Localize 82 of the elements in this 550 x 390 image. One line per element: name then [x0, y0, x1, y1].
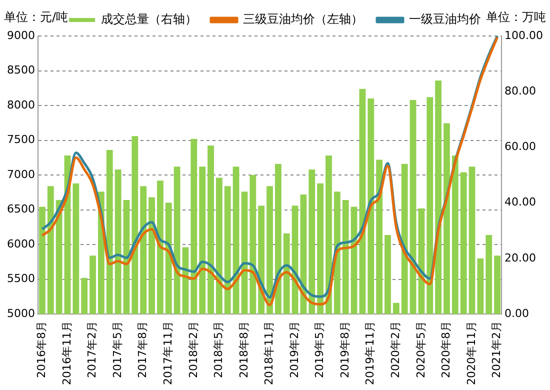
bar: [274, 164, 282, 314]
x-tick-label: 2019年2月: [288, 321, 301, 378]
x-tick-label: 2020年11月: [464, 321, 478, 386]
bar: [468, 166, 476, 314]
y-tick-label: 9000: [6, 28, 35, 42]
y2-tick-label: 0.00: [504, 306, 530, 320]
bar: [90, 256, 96, 314]
bar: [392, 302, 400, 314]
legend-label: 一级豆油均价: [409, 12, 481, 26]
bar: [148, 197, 155, 314]
x-tick-label: 2017年8月: [136, 321, 150, 378]
bar: [401, 164, 408, 314]
x-tick-label: 2018年5月: [212, 321, 226, 378]
legend-label: 成交总量（右轴）: [101, 12, 197, 26]
x-tick-label: 2020年8月: [440, 321, 453, 378]
bar: [250, 175, 256, 314]
bar: [72, 183, 80, 314]
bar: [317, 183, 324, 314]
bar: [283, 233, 290, 314]
y2-tick-label: 40.00: [504, 196, 536, 209]
y-tick-label: 6500: [6, 202, 35, 216]
x-tick-label: 2017年11月: [161, 321, 174, 386]
y-tick-label: 7000: [6, 168, 35, 181]
bar: [486, 235, 492, 314]
bar: [435, 80, 442, 314]
bar: [39, 206, 46, 314]
x-tick-label: 2019年8月: [338, 321, 352, 378]
bar: [460, 172, 467, 314]
x-tick-label: 2020年5月: [414, 321, 428, 378]
bar: [452, 156, 458, 314]
legend-label: 三级豆油均价（左轴）: [243, 12, 363, 26]
y-tick-label: 8000: [6, 98, 35, 112]
bar: [208, 146, 214, 314]
bar: [418, 208, 425, 314]
x-tick-label: 2018年2月: [186, 321, 200, 378]
y-tick-label: 5000: [6, 306, 35, 320]
x-tick-label: 2016年11月: [60, 321, 74, 386]
bar: [114, 169, 122, 314]
bar: [132, 136, 138, 314]
y2-tick-label: 60.00: [504, 140, 536, 154]
y-tick-label: 6000: [6, 237, 35, 250]
x-tick-label: 2020年2月: [389, 321, 402, 378]
bar: [190, 138, 198, 314]
bar: [156, 180, 164, 314]
y2-tick-label: 80.00: [504, 84, 536, 98]
bar: [376, 160, 383, 314]
bar: [326, 156, 332, 314]
bar: [266, 186, 273, 314]
bar: [199, 166, 206, 314]
y-tick-label: 8500: [6, 64, 35, 77]
bar: [368, 98, 374, 314]
x-tick-label: 2017年5月: [110, 321, 124, 378]
bar: [342, 200, 349, 314]
bar: [140, 186, 147, 314]
bar: [81, 278, 88, 314]
bar: [174, 166, 180, 314]
bar: [47, 186, 54, 314]
x-tick-label: 2019年5月: [313, 321, 326, 378]
bar: [224, 186, 231, 314]
bar: [477, 258, 484, 314]
bar: [216, 178, 222, 314]
bar: [494, 256, 500, 314]
y-tick-label: 5500: [6, 272, 35, 286]
x-tick-label: 2019年11月: [364, 321, 377, 386]
x-tick-label: 2018年8月: [237, 321, 250, 378]
y2-tick-label: 20.00: [504, 251, 536, 264]
y-axis-title: 单位：元/吨: [4, 10, 68, 24]
y2-axis-title: 单位：万吨: [486, 10, 546, 24]
x-tick-label: 2021年2月: [490, 321, 504, 378]
x-tick-label: 2016年8月: [35, 321, 48, 378]
bar: [410, 100, 416, 314]
y-tick-label: 7500: [6, 133, 35, 146]
x-tick-label: 2017年2月: [86, 321, 99, 378]
bar: [165, 202, 172, 314]
bar: [426, 97, 434, 314]
y2-tick-label: 100.00: [504, 28, 544, 42]
bar: [334, 192, 340, 314]
bar: [384, 235, 391, 314]
bar: [444, 123, 450, 314]
bar: [308, 169, 316, 314]
bar: [106, 150, 113, 314]
x-tick-label: 2018年11月: [262, 321, 276, 386]
